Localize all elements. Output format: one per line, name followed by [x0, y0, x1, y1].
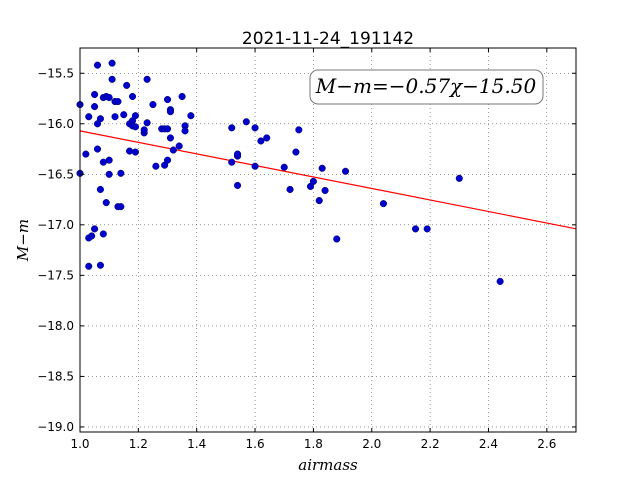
data-point	[91, 90, 99, 99]
data-point	[341, 167, 350, 175]
y-tick-label: −17.0	[37, 218, 74, 232]
data-point	[105, 156, 113, 164]
data-point	[496, 277, 504, 285]
data-point	[163, 125, 172, 133]
data-point	[85, 113, 93, 121]
x-tick-label: 2.0	[362, 437, 381, 451]
data-point	[234, 181, 242, 189]
data-point	[228, 158, 236, 166]
data-point	[163, 156, 172, 164]
data-point	[120, 111, 128, 119]
fit-line	[79, 130, 577, 230]
y-tick-label: −18.5	[37, 369, 74, 383]
data-point	[126, 147, 134, 155]
grid-lines	[79, 48, 576, 432]
x-tick-label: 1.6	[246, 437, 265, 451]
x-axis-label: airmass	[298, 456, 358, 474]
data-point	[105, 93, 113, 102]
data-point	[149, 101, 157, 109]
x-tick-label: 1.8	[304, 437, 323, 451]
data-point	[263, 134, 271, 142]
data-point	[123, 81, 131, 89]
x-tick-label: 2.4	[479, 437, 498, 451]
data-point	[108, 75, 116, 83]
data-point	[295, 126, 303, 134]
y-tick-label: −19.0	[37, 420, 74, 434]
data-point	[309, 177, 317, 185]
data-point	[131, 148, 139, 156]
y-tick-label: −15.5	[37, 66, 74, 80]
data-point	[96, 261, 104, 269]
data-point	[96, 115, 104, 123]
data-point	[318, 164, 326, 172]
x-tick-label: 2.2	[421, 437, 440, 451]
data-point	[251, 162, 259, 170]
y-tick-label: −16.0	[37, 117, 74, 131]
data-point	[99, 230, 107, 238]
data-point	[257, 137, 265, 145]
data-point	[280, 163, 288, 171]
data-point	[455, 174, 463, 182]
data-point	[379, 200, 387, 208]
data-point	[178, 92, 186, 101]
y-axis-ticks: −15.5 −16.0 −16.5 −17.0 −17.5 −18.0 −18.5 −19.0	[37, 66, 576, 434]
data-point	[286, 185, 294, 194]
data-point	[108, 59, 116, 67]
data-point	[152, 162, 160, 170]
y-tick-label: −18.0	[37, 319, 74, 333]
data-point	[175, 142, 183, 150]
data-point	[93, 145, 102, 153]
data-point	[91, 225, 99, 233]
data-point	[234, 150, 242, 158]
data-point	[166, 134, 174, 142]
y-tick-label: −16.5	[37, 167, 74, 181]
data-point	[411, 225, 420, 233]
data-point	[91, 103, 99, 111]
data-point	[131, 123, 139, 131]
data-point	[88, 232, 96, 240]
x-tick-label: 1.0	[70, 437, 89, 451]
data-point	[102, 199, 110, 207]
data-point	[114, 98, 122, 106]
data-point	[251, 124, 259, 132]
data-point	[105, 170, 113, 178]
y-tick-label: −17.5	[37, 268, 74, 282]
data-point	[117, 203, 125, 211]
data-point	[143, 75, 151, 83]
fit-equation-box: M−m=−0.57χ−15.50	[309, 69, 544, 105]
x-tick-label: 1.4	[187, 437, 206, 451]
data-point	[143, 119, 151, 127]
data-point	[111, 113, 119, 121]
data-point	[333, 235, 341, 243]
data-point	[169, 146, 177, 154]
data-point	[423, 225, 431, 233]
axes-frame	[79, 47, 577, 433]
data-point	[117, 169, 125, 177]
data-point	[187, 112, 195, 120]
fit-equation-frame	[309, 69, 544, 105]
data-point	[93, 61, 102, 69]
data-point	[96, 185, 104, 194]
data-point	[166, 108, 174, 116]
data-point	[82, 150, 90, 158]
data-point	[228, 124, 236, 132]
y-axis-label: M−m	[14, 219, 32, 262]
data-point	[128, 92, 137, 101]
x-axis-ticks: 1.0 1.2 1.4 1.6 1.8 2.0 2.2 2.4 2.6	[70, 48, 556, 451]
x-tick-label: 2.6	[537, 437, 556, 451]
data-point	[140, 126, 148, 134]
fit-equation-text: M−m=−0.57χ−15.50	[315, 74, 537, 98]
data-points	[76, 59, 504, 285]
data-point	[242, 118, 250, 126]
data-point	[131, 112, 139, 120]
data-point	[315, 197, 323, 205]
data-point	[181, 127, 189, 135]
data-point	[85, 262, 93, 270]
chart-title: 2021-11-24_191142	[242, 29, 414, 49]
x-tick-label: 1.2	[129, 437, 148, 451]
data-point	[292, 148, 300, 156]
data-point	[321, 186, 329, 195]
data-point	[163, 95, 172, 104]
